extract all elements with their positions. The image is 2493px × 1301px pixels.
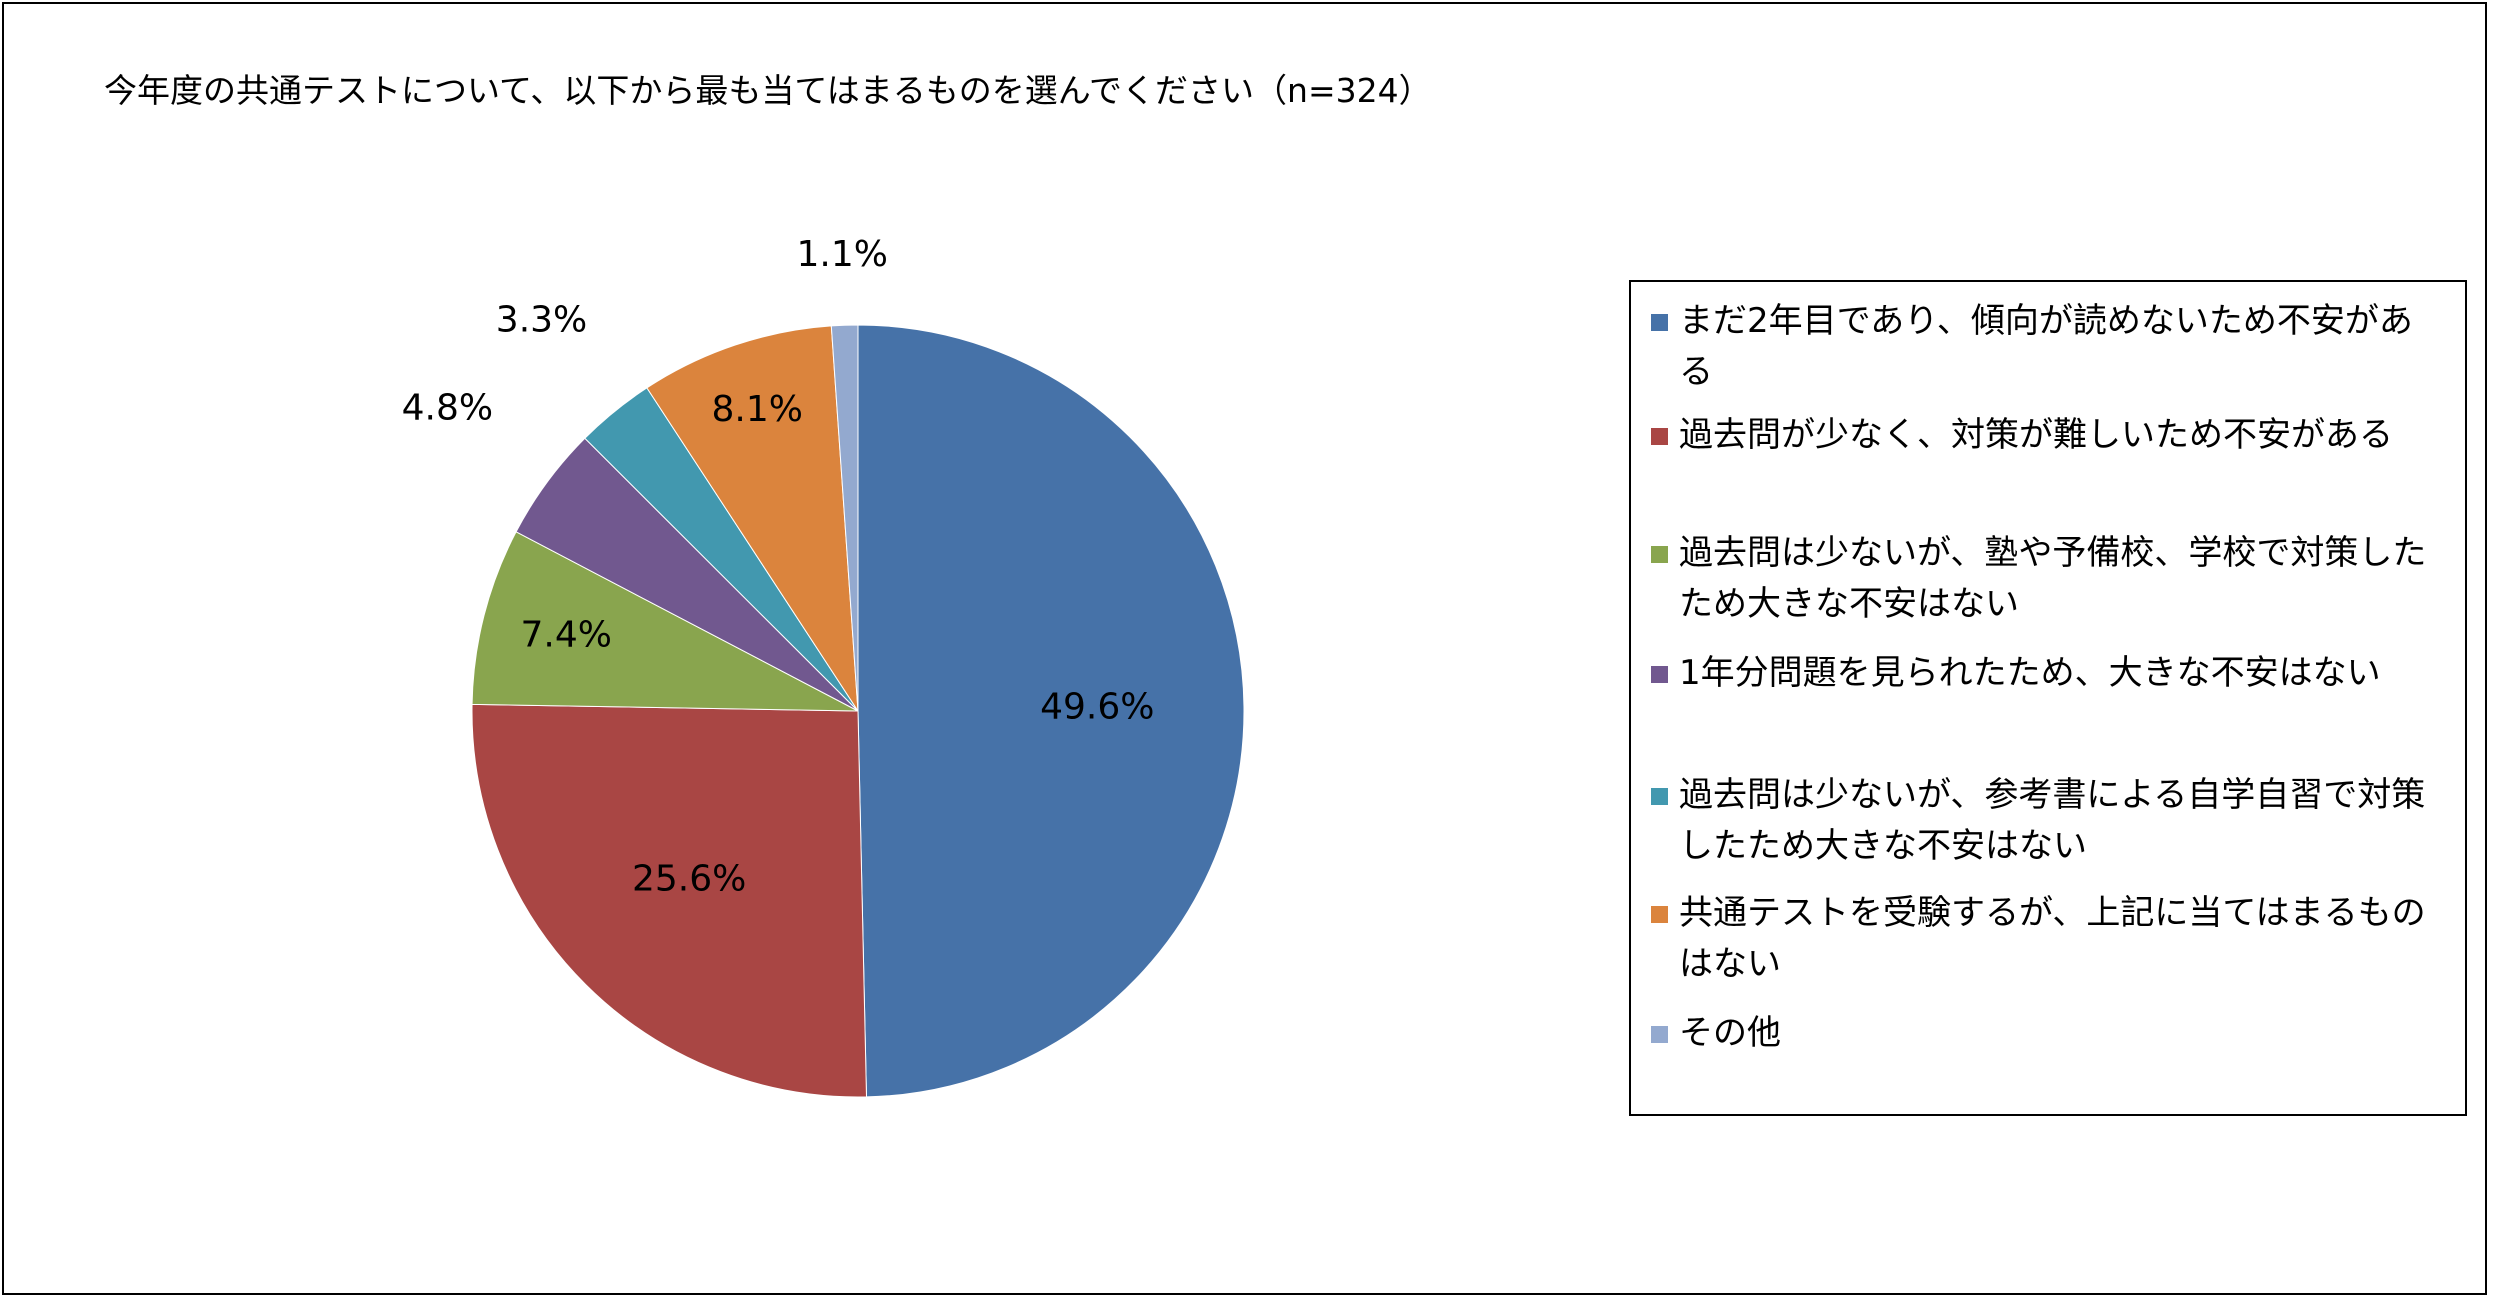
legend-item-label: 過去問は少ないが、塾や予備校、学校で対策したため大きな不安はない [1679, 533, 2427, 624]
pie-slice [830, 324, 859, 712]
pie-slice [857, 324, 1245, 1098]
legend-item-label: 共通テストを受験するが、上記に当てはまるものはない [1679, 893, 2426, 984]
data-label: 49.6% [1040, 686, 1154, 727]
chart-title: 今年度の共通テストについて、以下から最も当てはまるものを選んでください（n=32… [104, 71, 1432, 110]
legend-item: その他 [1651, 1008, 2441, 1059]
legend-swatch [1651, 428, 1668, 445]
legend-swatch [1651, 906, 1668, 923]
legend-swatch [1651, 314, 1668, 331]
data-label: 1.1% [797, 234, 888, 275]
data-label: 4.8% [402, 387, 493, 428]
legend: まだ2年目であり、傾向が読めないため不安がある 過去問が少なく、対策が難しいため… [1629, 280, 2467, 1116]
data-label: 7.4% [521, 615, 612, 656]
legend-item-label: 過去問が少なく、対策が難しいため不安がある [1679, 415, 2393, 455]
legend-item: 過去問は少ないが、塾や予備校、学校で対策したため大きな不安はない [1651, 528, 2441, 630]
legend-item-label: 1年分問題を見られたため、大きな不安はない [1679, 653, 2381, 693]
pie-chart: 49.6% 25.6% 7.4% 4.8% 3.3% 8.1% 1.1% [402, 234, 1245, 1098]
pie-slice [646, 325, 859, 713]
legend-item-label: その他 [1679, 1013, 1781, 1053]
legend-item: まだ2年目であり、傾向が読めないため不安がある [1651, 296, 2441, 398]
data-label: 8.1% [712, 389, 803, 430]
legend-item: 1年分問題を見られたため、大きな不安はない [1651, 648, 2441, 699]
pie-labels: 49.6% 25.6% 7.4% 4.8% 3.3% 8.1% 1.1% [402, 234, 1155, 900]
legend-item-label: まだ2年目であり、傾向が読めないため不安がある [1679, 301, 2413, 392]
data-label: 25.6% [632, 859, 746, 900]
pie-slice [471, 703, 868, 1098]
legend-item: 共通テストを受験するが、上記に当てはまるものはない [1651, 888, 2441, 990]
data-label: 3.3% [496, 300, 587, 341]
legend-item: 過去問が少なく、対策が難しいため不安がある [1651, 410, 2441, 461]
pie-slices [471, 324, 1245, 1098]
pie-slice [471, 531, 859, 712]
legend-swatch [1651, 788, 1668, 805]
legend-swatch [1651, 546, 1668, 563]
legend-swatch [1651, 666, 1668, 683]
legend-item: 過去問は少ないが、参考書による自学自習で対策したため大きな不安はない [1651, 770, 2441, 872]
legend-swatch [1651, 1026, 1668, 1043]
legend-item-label: 過去問は少ないが、参考書による自学自習で対策したため大きな不安はない [1679, 775, 2426, 866]
